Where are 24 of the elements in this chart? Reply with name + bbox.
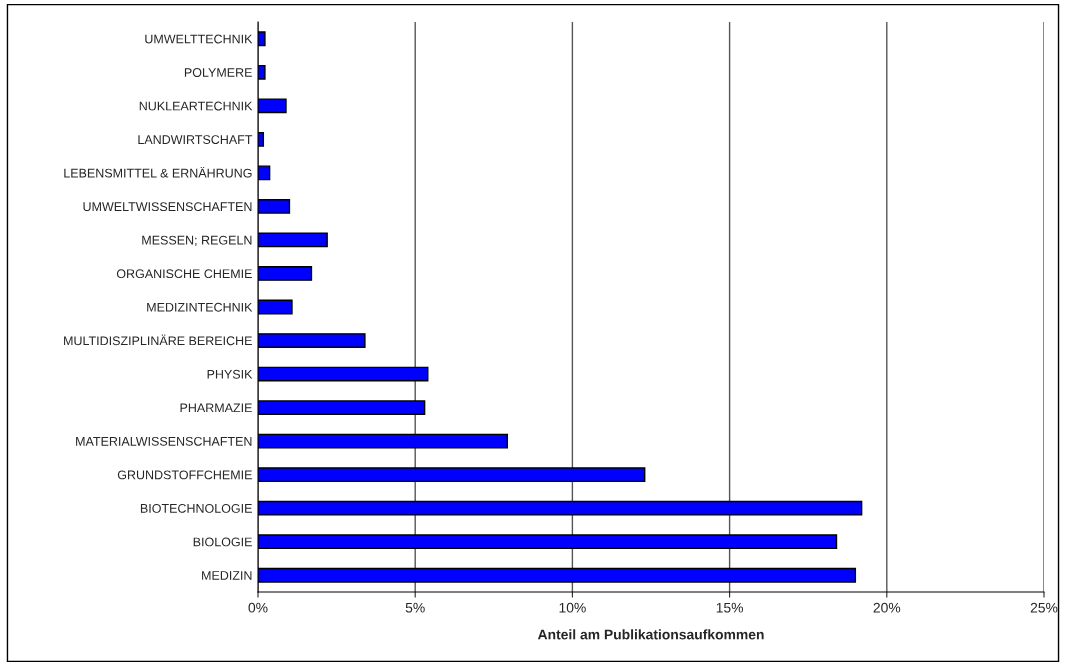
y-tick-label: MEDIZINTECHNIK bbox=[147, 302, 253, 312]
y-tick-label: MULTIDISZIPLINÄRE BEREICHE bbox=[64, 334, 252, 346]
y-tick-label: ORGANISCHE CHEMIE bbox=[116, 269, 252, 279]
y-tick-label: PHYSIK bbox=[207, 369, 253, 379]
y-tick-label: BIOTECHNOLOGIE bbox=[140, 503, 252, 513]
y-tick-label: LANDWIRTSCHAFT bbox=[138, 135, 253, 145]
y-tick-label: LEBENSMITTEL & ERNÄHRUNG bbox=[64, 166, 252, 178]
y-tick-label: BIOLOGIE bbox=[193, 537, 252, 547]
x-tick-label: 20% bbox=[873, 602, 901, 613]
y-tick-label: NUKLEARTECHNIK bbox=[139, 101, 253, 111]
x-tick-label: 15% bbox=[716, 602, 744, 613]
x-tick-label: 10% bbox=[559, 602, 586, 613]
y-tick-label: MATERIALWISSENSCHAFTEN bbox=[76, 436, 252, 446]
x-tick-label: 25% bbox=[1030, 602, 1058, 613]
y-tick-label: UMWELTWISSENSCHAFTEN bbox=[83, 202, 252, 212]
y-tick-label: GRUNDSTOFFCHEMIE bbox=[117, 470, 252, 480]
y-tick-label: MEDIZIN bbox=[202, 571, 252, 580]
x-axis-title: Anteil am Publikationsaufkommen bbox=[537, 629, 764, 640]
x-tick-label: 0% bbox=[248, 602, 268, 613]
y-tick-label: MESSEN; REGELN bbox=[142, 235, 252, 247]
x-tick-label: 5% bbox=[405, 602, 425, 613]
y-tick-label: UMWELTTECHNIK bbox=[145, 34, 253, 44]
y-tick-label: POLYMERE bbox=[184, 68, 252, 77]
y-tick-label: PHARMAZIE bbox=[180, 403, 252, 413]
